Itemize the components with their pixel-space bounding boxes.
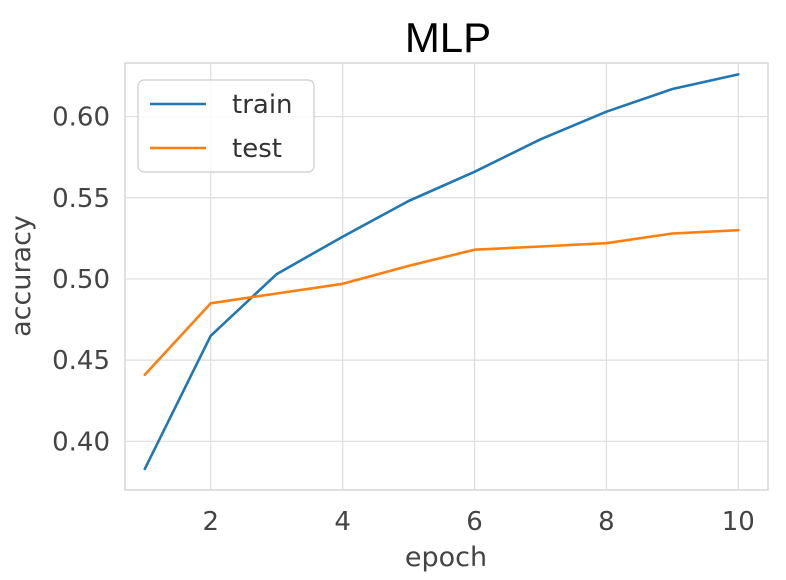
- x-axis-label: epoch: [405, 542, 487, 573]
- legend: train test: [137, 79, 315, 173]
- x-tick-label: 10: [722, 507, 755, 537]
- grid: [125, 63, 768, 490]
- series-line-test: [143, 228, 740, 377]
- tick-labels: 2 4 6 8 10 0.40 0.45 0.50 0.55 0.60: [52, 103, 755, 537]
- x-tick-label: 8: [598, 507, 615, 537]
- y-tick-label: 0.45: [52, 346, 110, 376]
- x-tick-label: 2: [202, 507, 219, 537]
- legend-label-train: train: [232, 90, 293, 120]
- legend-label-test: test: [232, 134, 282, 164]
- y-tick-label: 0.40: [52, 427, 110, 457]
- series-line-train: [143, 73, 740, 471]
- y-tick-label: 0.60: [52, 103, 110, 133]
- y-axis-label: accuracy: [6, 215, 37, 337]
- chart-title: MLP: [405, 14, 491, 61]
- y-tick-label: 0.55: [52, 184, 110, 214]
- x-tick-label: 4: [334, 507, 351, 537]
- plot-frame: [124, 62, 769, 491]
- x-tick-label: 6: [466, 507, 483, 537]
- series-lines: [143, 73, 740, 471]
- y-tick-label: 0.50: [52, 265, 110, 295]
